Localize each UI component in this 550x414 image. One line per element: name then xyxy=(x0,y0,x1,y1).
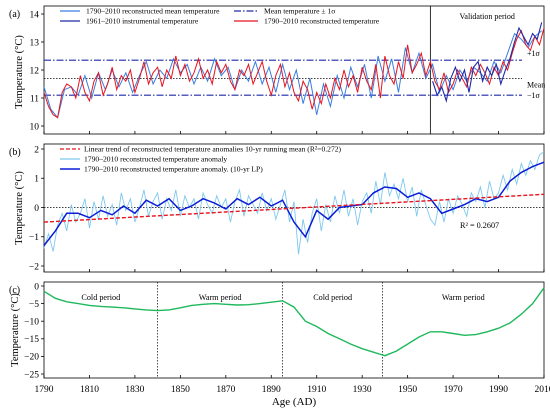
y-tick-label: 12 xyxy=(30,66,40,76)
period-label: Warm period xyxy=(442,293,485,302)
legend-label-lp: 1790–2010 reconstructed temperature anom… xyxy=(84,165,263,174)
y-tick-label: −25 xyxy=(24,370,39,380)
period-label: Cold period xyxy=(81,293,120,302)
y-tick-label: 14 xyxy=(30,10,40,20)
mean-label: Mean xyxy=(527,80,545,89)
y-tick-label: −15 xyxy=(24,335,39,345)
panel-a: (a) Temperature (°C) 10 11 12 13 14 Validati… xyxy=(9,5,545,135)
y-tick-label: −2 xyxy=(29,262,39,272)
panel-b: (b) Temperature (°C) −2 −1 0 1 2 R² = 0.2607… xyxy=(9,143,545,273)
legend-label-instrumental: 1961–2010 instrumental temperature xyxy=(86,17,199,26)
x-tick-label: 1990 xyxy=(489,385,508,395)
x-tick-label: 1950 xyxy=(398,385,417,395)
x-tick-label: 1870 xyxy=(216,385,235,395)
linear-trend-line xyxy=(43,193,545,223)
x-tick-label: 1850 xyxy=(171,385,190,395)
y-tick-label: −1 xyxy=(29,233,39,243)
legend-label-sigma: Mean temperature ± 1σ xyxy=(264,7,335,16)
panel-c: (c) Temperature (°C) 0 −5 −10 −15 −20 −25 Col… xyxy=(9,281,545,380)
reconstructed-temperature-line xyxy=(43,27,545,119)
legend-label-reconstructed: 1790–2010 reconstructed temperature xyxy=(264,17,380,26)
x-tick-label: 1970 xyxy=(444,385,463,395)
panel-a-ylabel: Temperature (°C) xyxy=(14,35,25,109)
instrumental-temperature-line xyxy=(432,22,543,103)
x-tick-label: 1890 xyxy=(262,385,281,395)
y-tick-label: 2 xyxy=(34,145,39,155)
temperature-anomaly-line xyxy=(43,151,545,255)
y-tick-label: 1 xyxy=(34,175,39,185)
x-tick-label: 1810 xyxy=(80,385,99,395)
panel-a-label: (a) xyxy=(9,9,20,20)
y-tick-label: 10 xyxy=(30,122,40,132)
period-label: Warm period xyxy=(199,293,242,302)
period-label: Cold period xyxy=(313,293,352,302)
temperature-line xyxy=(43,287,545,357)
y-tick-label: −10 xyxy=(24,318,39,328)
plus-sigma-label: +1σ xyxy=(527,49,541,58)
x-tick-label: 1930 xyxy=(353,385,372,395)
r-squared-annotation: R² = 0.2607 xyxy=(460,221,499,230)
panel-c-label: (c) xyxy=(9,285,20,296)
panel-a-legend: 1790–2010 reconstructed mean temperature… xyxy=(60,7,380,26)
y-tick-label: −20 xyxy=(24,353,39,363)
panel-b-legend: Linear trend of reconstructed temperatur… xyxy=(60,145,342,174)
y-tick-label: −5 xyxy=(29,300,39,310)
panel-a-frame xyxy=(43,5,545,135)
x-tick-label: 1790 xyxy=(35,385,54,395)
y-tick-label: 0 xyxy=(34,282,39,292)
legend-label-anomaly: 1790–2010 reconstructed temperature anom… xyxy=(84,155,227,164)
anomaly-10yr-lp-line xyxy=(43,161,545,246)
panel-b-label: (b) xyxy=(9,147,21,158)
minus-sigma-label: −1σ xyxy=(527,91,541,100)
panel-c-frame xyxy=(43,281,545,379)
legend-label-trend: Linear trend of reconstructed temperatur… xyxy=(84,145,342,154)
panel-b-ylabel: Temperature (°C) xyxy=(14,171,25,245)
legend-label-mean-temperature: 1790–2010 reconstructed mean temperature xyxy=(86,7,220,16)
x-axis-label: Age (AD) xyxy=(272,396,317,408)
x-tick-label: 1830 xyxy=(125,385,144,395)
x-tick-label: 2010 xyxy=(535,385,550,395)
panel-c-ylabel: Temperature (°C) xyxy=(10,293,21,367)
y-tick-label: 11 xyxy=(30,94,39,104)
validation-period-label: Validation period xyxy=(460,12,515,21)
y-tick-label: 0 xyxy=(34,204,39,214)
y-tick-label: 13 xyxy=(30,38,40,48)
x-tick-label: 1910 xyxy=(307,385,326,395)
reconstructed-mean-temperature-line xyxy=(43,30,543,119)
